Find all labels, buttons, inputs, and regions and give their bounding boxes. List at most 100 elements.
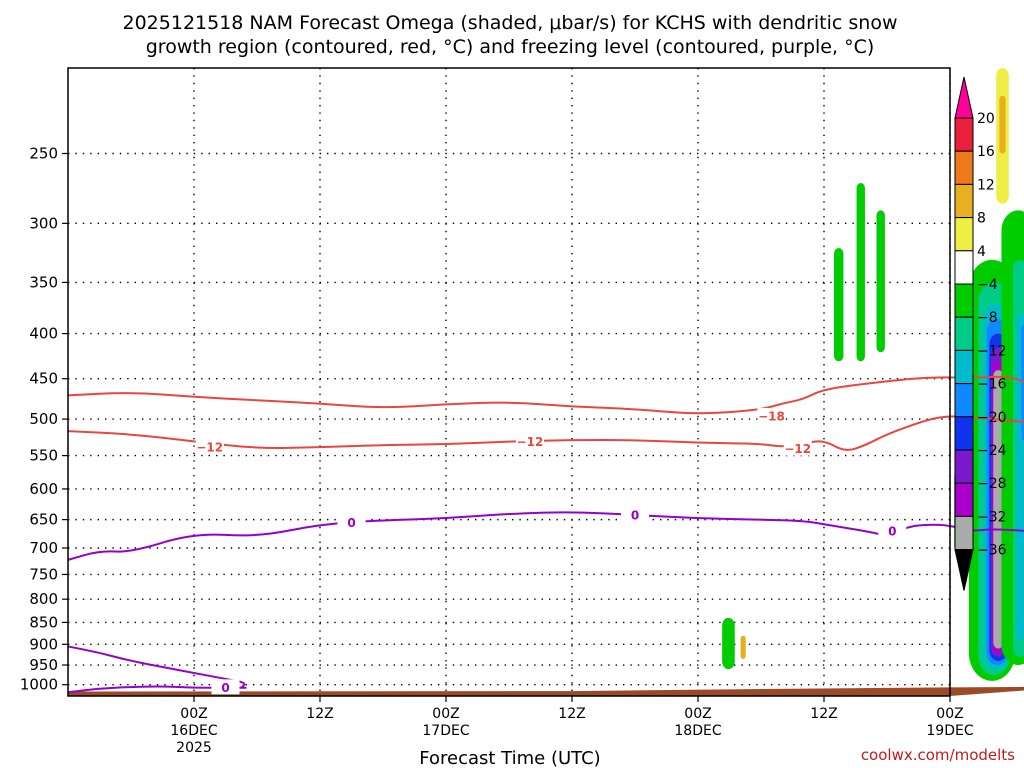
dendritic-contour-line — [67, 415, 1024, 451]
ground-fill — [68, 686, 1024, 696]
omega-shaded-region — [833, 248, 844, 362]
x-axis-title: Forecast Time (UTC) — [419, 748, 600, 768]
colorbar-segment — [954, 283, 974, 318]
colorbar-segment — [954, 250, 974, 285]
colorbar-segment — [954, 349, 974, 385]
x-tick-label: 12Z — [306, 706, 333, 722]
y-tick-label: 450 — [29, 370, 58, 388]
contour-label: −12 — [784, 442, 811, 456]
x-tick-label: 19DEC — [926, 723, 973, 739]
y-tick-label: 250 — [29, 144, 58, 162]
omega-shaded-region — [999, 95, 1006, 154]
contour-label: −12 — [196, 441, 223, 455]
y-tick-label: 550 — [29, 447, 58, 465]
x-tick-label: 00Z — [180, 706, 207, 722]
contour-label: −12 — [517, 435, 544, 449]
colorbar-segment — [954, 117, 974, 152]
colorbar-segment — [954, 449, 974, 484]
colorbar-label: −4 — [977, 277, 998, 293]
plot-frame — [67, 67, 951, 697]
contour-label: 0 — [221, 681, 229, 695]
contour-labels: −18 −12 −12 −12 0 0 0 0 — [195, 408, 907, 695]
colorbar-label: 16 — [977, 144, 995, 160]
y-tick-label: 650 — [29, 511, 58, 529]
contour-label-background — [337, 514, 366, 530]
omega-shading — [722, 68, 1024, 681]
plot-area — [68, 68, 950, 696]
colorbar-label: 20 — [977, 111, 995, 127]
colorbar-label: −32 — [977, 509, 1007, 525]
dendritic-contour-line — [67, 375, 1024, 415]
omega-shaded-region — [740, 635, 746, 659]
contour-label: 0 — [888, 525, 896, 539]
colorbar-segment — [954, 183, 974, 219]
contour-label: 0 — [347, 516, 355, 530]
y-tick-label: 600 — [29, 480, 58, 498]
contour-label-background — [878, 523, 907, 539]
freezing-level-contour-line — [67, 685, 247, 694]
y-tick-label: 500 — [29, 410, 58, 428]
contour-label: −18 — [758, 410, 785, 424]
y-tick-label: 400 — [29, 325, 58, 343]
y-tick-label: 950 — [29, 656, 58, 674]
contour-label-background — [211, 679, 240, 695]
x-tick-label: 00Z — [936, 706, 963, 722]
colorbar-label: −12 — [977, 343, 1007, 359]
y-axis: 250 300 350 400 450 500 550 600 650 700 750 800 850 9… — [20, 144, 68, 694]
x-tick-label: 18DEC — [674, 723, 721, 739]
x-tick-label: 00Z — [684, 706, 711, 722]
colorbar-label: 4 — [977, 244, 986, 260]
omega-shaded-region — [993, 370, 1004, 649]
omega-shaded-region — [876, 210, 885, 353]
y-tick-label: 350 — [29, 273, 58, 291]
contour-label-background — [783, 440, 812, 456]
y-tick-label: 900 — [29, 635, 58, 653]
x-tick-label: 12Z — [558, 706, 585, 722]
y-tick-label: 850 — [29, 613, 58, 631]
ground-surface — [68, 686, 1024, 696]
colorbar-segment — [954, 316, 974, 351]
contour-label-background — [195, 439, 224, 455]
source-credit: coolwx.com/modelts — [861, 746, 1015, 764]
x-tick-label: 17DEC — [422, 723, 469, 739]
y-tick-label: 700 — [29, 539, 58, 557]
colorbar-label: −16 — [977, 377, 1007, 393]
y-tick-label: 1000 — [20, 676, 58, 694]
y-tick-label: 750 — [29, 565, 58, 583]
chart-title-line-2: growth region (contoured, red, °C) and f… — [146, 36, 875, 58]
colorbar-label: 8 — [977, 211, 986, 227]
colorbar-segment — [954, 150, 974, 185]
colorbar-bottom-arrow — [954, 549, 974, 591]
colorbar-segment — [954, 383, 974, 418]
colorbar: 20 16 12 8 4 −4 −8 −12 −16 −20 −24 −28 −32 −36 — [954, 76, 1007, 591]
freezing-level-contour-line — [67, 511, 1024, 561]
chart-title-line-1: 2025121518 NAM Forecast Omega (shaded, μ… — [123, 12, 898, 34]
omega-shaded-region — [1021, 324, 1024, 442]
x-tick-label: 12Z — [810, 706, 837, 722]
colorbar-segment — [954, 416, 974, 451]
contour-label-background — [621, 506, 649, 522]
omega-shaded-region — [722, 617, 735, 670]
x-tick-label: 2025 — [176, 740, 212, 756]
x-tick-label: 16DEC — [170, 723, 217, 739]
x-tick-label: 00Z — [432, 706, 459, 722]
colorbar-label: 12 — [977, 177, 995, 193]
plot-background — [68, 68, 950, 696]
colorbar-label: −24 — [977, 443, 1007, 459]
colorbar-segment — [954, 515, 974, 551]
contour-label: 0 — [631, 508, 639, 522]
colorbar-label: −28 — [977, 476, 1007, 492]
colorbar-segment — [954, 482, 974, 517]
colorbar-label: −20 — [977, 410, 1007, 426]
colorbar-segment — [954, 217, 974, 252]
colorbar-label: −8 — [977, 310, 998, 326]
colorbar-label: −36 — [977, 543, 1007, 559]
y-tick-label: 800 — [29, 590, 58, 608]
y-tick-label: 300 — [29, 214, 58, 232]
omega-shaded-region — [856, 182, 865, 362]
contour-label-background — [516, 433, 544, 449]
colorbar-top-arrow — [954, 76, 974, 119]
contour-label-background — [757, 408, 786, 424]
